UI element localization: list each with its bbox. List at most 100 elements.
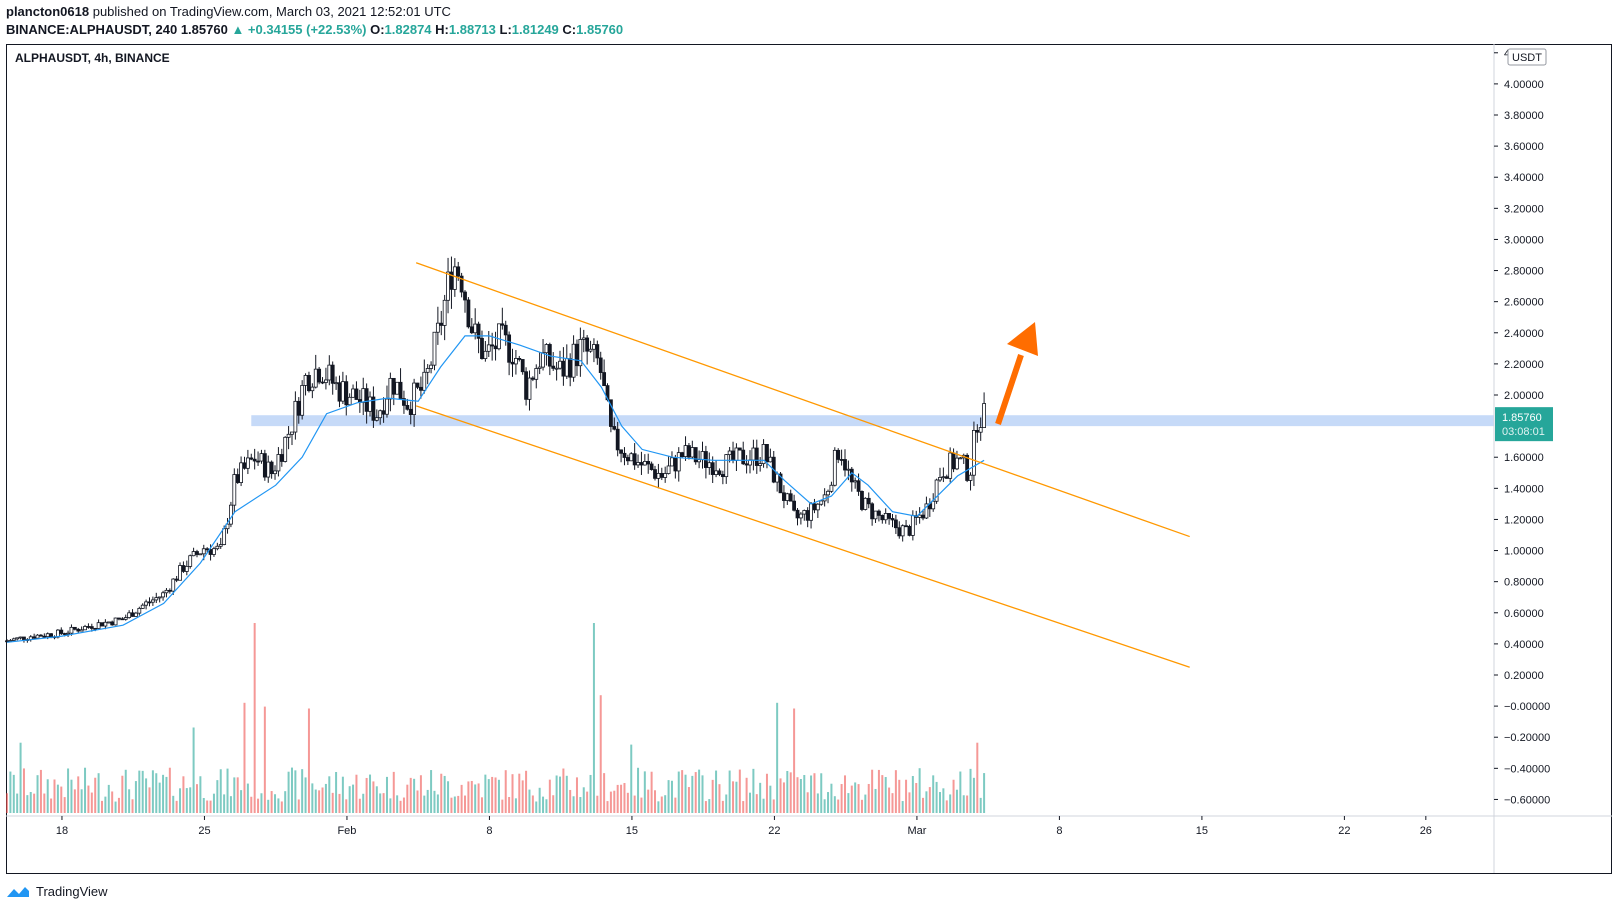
candle[interactable] (385, 398, 389, 415)
candle[interactable] (188, 555, 193, 567)
candle[interactable] (402, 398, 406, 406)
candle[interactable] (809, 503, 813, 521)
candle[interactable] (724, 454, 729, 478)
candle[interactable] (666, 465, 671, 474)
candle[interactable] (286, 433, 291, 438)
candle[interactable] (181, 565, 186, 572)
candle[interactable] (503, 324, 508, 336)
author-name[interactable]: plancton0618 (6, 4, 90, 19)
candle[interactable] (815, 503, 820, 511)
candle[interactable] (412, 382, 417, 415)
candle[interactable] (561, 360, 566, 377)
candle[interactable] (425, 368, 430, 373)
candle[interactable] (693, 447, 698, 463)
candle[interactable] (541, 352, 545, 368)
candle[interactable] (123, 617, 128, 620)
candle[interactable] (96, 622, 101, 629)
candle[interactable] (720, 474, 725, 478)
candle[interactable] (524, 371, 528, 400)
candle[interactable] (371, 396, 376, 421)
candle[interactable] (585, 337, 590, 352)
candle[interactable] (656, 472, 661, 479)
candle[interactable] (500, 323, 505, 326)
candle[interactable] (731, 450, 735, 461)
candle[interactable] (534, 368, 539, 380)
candle[interactable] (225, 523, 230, 530)
candle[interactable] (408, 408, 413, 415)
candle[interactable] (452, 266, 457, 290)
candle[interactable] (86, 626, 91, 628)
candle[interactable] (921, 514, 925, 519)
candle[interactable] (76, 628, 81, 632)
candle[interactable] (968, 474, 973, 481)
candle[interactable] (480, 337, 484, 360)
candle[interactable] (849, 468, 854, 483)
candle[interactable] (337, 382, 342, 402)
candle[interactable] (982, 403, 986, 428)
candle[interactable] (157, 596, 162, 599)
candle[interactable] (429, 364, 433, 369)
candle[interactable] (904, 525, 908, 528)
candle[interactable] (877, 510, 881, 516)
candle[interactable] (697, 459, 702, 463)
candle[interactable] (368, 396, 372, 412)
candle[interactable] (239, 462, 243, 483)
candle[interactable] (520, 359, 525, 373)
candle[interactable] (507, 334, 512, 363)
candle[interactable] (598, 357, 603, 373)
candle[interactable] (897, 527, 902, 537)
candle[interactable] (846, 468, 851, 471)
candle[interactable] (602, 372, 607, 387)
candle[interactable] (266, 461, 271, 478)
candle[interactable] (887, 513, 892, 519)
candle[interactable] (653, 469, 657, 479)
candle[interactable] (832, 449, 837, 486)
candle[interactable] (812, 503, 817, 511)
resistance-zone[interactable] (251, 415, 1495, 427)
currency-badge[interactable] (1507, 48, 1547, 66)
candle[interactable] (293, 400, 298, 433)
candle[interactable] (608, 399, 613, 427)
candle[interactable] (782, 492, 786, 501)
candle[interactable] (154, 597, 159, 601)
candle[interactable] (100, 622, 104, 627)
candle[interactable] (517, 358, 522, 360)
candle[interactable] (527, 377, 532, 400)
candle[interactable] (150, 599, 155, 603)
candle[interactable] (15, 637, 20, 640)
candle[interactable] (843, 459, 847, 471)
candle[interactable] (639, 462, 644, 466)
candle[interactable] (89, 626, 94, 629)
candle[interactable] (588, 348, 593, 352)
candle[interactable] (273, 470, 277, 475)
candle[interactable] (419, 386, 423, 391)
candle[interactable] (955, 457, 959, 470)
candle[interactable] (222, 528, 227, 545)
candle[interactable] (178, 565, 182, 581)
candle[interactable] (737, 447, 742, 451)
candle[interactable] (466, 299, 471, 328)
candle[interactable] (741, 449, 746, 465)
candle[interactable] (103, 621, 108, 627)
candle[interactable] (836, 449, 841, 460)
candle[interactable] (290, 431, 294, 435)
candle[interactable] (676, 452, 681, 472)
candle[interactable] (581, 337, 586, 340)
candle[interactable] (66, 632, 70, 635)
candle[interactable] (174, 578, 179, 581)
candle[interactable] (642, 461, 647, 466)
candle[interactable] (778, 473, 783, 494)
candle[interactable] (405, 404, 410, 410)
candle[interactable] (161, 592, 165, 598)
candle[interactable] (863, 497, 868, 510)
candle[interactable] (883, 513, 888, 521)
candle[interactable] (201, 548, 206, 555)
candle[interactable] (900, 525, 905, 537)
candle[interactable] (530, 377, 535, 380)
candle[interactable] (327, 364, 332, 381)
candle[interactable] (944, 476, 949, 479)
candle[interactable] (262, 453, 267, 478)
candle[interactable] (687, 445, 691, 458)
candle[interactable] (93, 628, 98, 630)
candle[interactable] (632, 453, 637, 466)
